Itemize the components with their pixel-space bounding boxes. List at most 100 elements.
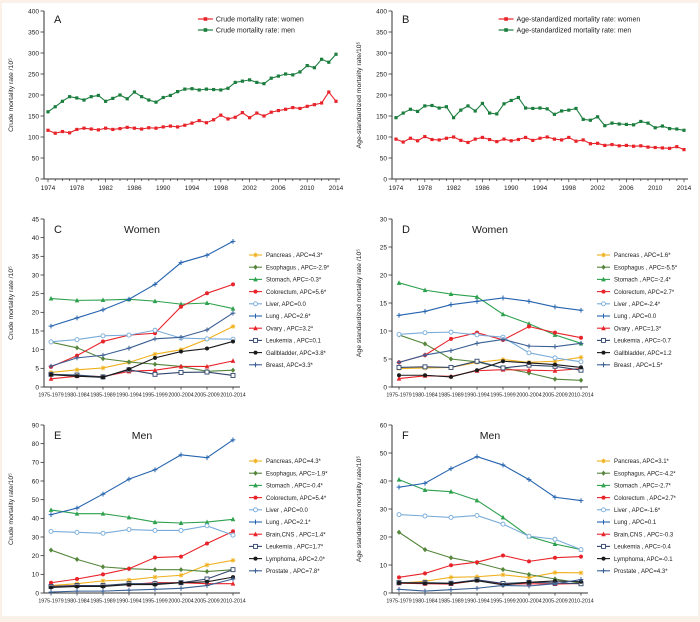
svg-text:Gallbladder, APC=3.8*: Gallbladder, APC=3.8* xyxy=(266,351,327,357)
svg-text:2006: 2006 xyxy=(271,185,286,192)
svg-text:1998: 1998 xyxy=(562,185,577,192)
svg-text:0: 0 xyxy=(35,384,39,391)
svg-text:1980-1984: 1980-1984 xyxy=(64,599,89,605)
svg-text:2005-2009: 2005-2009 xyxy=(542,393,567,399)
svg-text:350: 350 xyxy=(28,29,39,36)
svg-text:Stomach , APC=-2.4*: Stomach , APC=-2.4* xyxy=(614,278,672,284)
svg-text:1975-1979: 1975-1979 xyxy=(386,599,411,605)
svg-text:Pancreas, APC=4.3*: Pancreas, APC=4.3* xyxy=(266,459,322,465)
svg-text:1975-1979: 1975-1979 xyxy=(38,393,63,399)
svg-text:Lung , APC=0.1: Lung , APC=0.1 xyxy=(614,520,657,526)
svg-text:1982: 1982 xyxy=(446,185,461,192)
svg-text:20: 20 xyxy=(380,534,388,541)
svg-text:Colorectum, APC=5.4*: Colorectum, APC=5.4* xyxy=(266,496,327,502)
svg-text:2010: 2010 xyxy=(300,185,315,192)
svg-text:60: 60 xyxy=(380,422,388,429)
svg-text:1986: 1986 xyxy=(127,185,142,192)
svg-text:Leukemia , APC=-0.7: Leukemia , APC=-0.7 xyxy=(614,339,672,345)
svg-text:Crude mortality rate: women: Crude mortality rate: women xyxy=(216,17,304,24)
svg-text:50: 50 xyxy=(380,155,388,162)
svg-text:0: 0 xyxy=(383,590,387,597)
svg-text:1995-1999: 1995-1999 xyxy=(142,393,167,399)
svg-text:Colorectum, APC=2.7*: Colorectum, APC=2.7* xyxy=(614,290,675,296)
svg-text:250: 250 xyxy=(376,71,387,78)
svg-text:Lung , APC=2.1*: Lung , APC=2.1* xyxy=(266,520,311,526)
svg-text:Crude mortality rate: men: Crude mortality rate: men xyxy=(216,28,295,35)
svg-text:1974: 1974 xyxy=(389,185,404,192)
svg-text:Stomach, APC=-0.3*: Stomach, APC=-0.3* xyxy=(266,278,322,284)
svg-text:Pancreas, APC=3.1*: Pancreas, APC=3.1* xyxy=(614,459,670,465)
svg-text:1985-1989: 1985-1989 xyxy=(90,599,115,605)
svg-text:0: 0 xyxy=(35,590,39,597)
svg-text:100: 100 xyxy=(376,134,387,141)
svg-text:20: 20 xyxy=(32,553,40,560)
svg-text:Liver , APC=0.0: Liver , APC=0.0 xyxy=(266,508,309,514)
svg-text:Age-standardized mortality rat: Age-standardized mortality rate/10⁵ xyxy=(356,41,363,148)
svg-text:40: 40 xyxy=(32,516,40,523)
svg-text:Crude mortality rate /10⁵: Crude mortality rate /10⁵ xyxy=(8,266,15,340)
svg-text:Age-standardized mortality rat: Age-standardized mortality rate: women xyxy=(517,17,641,24)
svg-text:Colorectum , APC=2.7*: Colorectum , APC=2.7* xyxy=(614,496,677,502)
svg-text:Breast , APC=1.5*: Breast , APC=1.5* xyxy=(614,363,663,369)
svg-text:1995-1999: 1995-1999 xyxy=(490,393,515,399)
svg-text:Prostate , APC=4.3*: Prostate , APC=4.3* xyxy=(614,569,668,575)
svg-text:1980-1984: 1980-1984 xyxy=(412,599,437,605)
svg-text:2000-2004: 2000-2004 xyxy=(168,599,193,605)
chart-b-age-standardized-mortality: 0 50 100 150 200 250 300 350 400 1974 1978 1982 1986… xyxy=(356,8,692,192)
svg-text:30: 30 xyxy=(32,272,40,279)
svg-text:Lung , APC=2.6*: Lung , APC=2.6* xyxy=(266,314,311,320)
svg-text:1986: 1986 xyxy=(475,185,490,192)
svg-text:400: 400 xyxy=(376,8,387,15)
svg-text:Leukemia , APC=-0.4: Leukemia , APC=-0.4 xyxy=(614,545,672,551)
panel-b: 0 50 100 150 200 250 300 350 400 1974 1978 1982 1986… xyxy=(352,5,698,208)
chart-c-women-crude: 0 5 10 15 20 25 30 35 40 45 1975-1979 1980-1984 1985… xyxy=(8,216,330,399)
svg-text:1985-1989: 1985-1989 xyxy=(438,393,463,399)
svg-text:2000-2004: 2000-2004 xyxy=(516,393,541,399)
svg-text:Colorectum, APC=5.6*: Colorectum, APC=5.6* xyxy=(266,290,327,296)
svg-text:90: 90 xyxy=(32,422,40,429)
svg-text:Brain,CNS , APC=-0.3: Brain,CNS , APC=-0.3 xyxy=(614,532,674,538)
svg-text:1994: 1994 xyxy=(185,185,200,192)
svg-text:2005-2009: 2005-2009 xyxy=(542,599,567,605)
svg-text:A: A xyxy=(54,14,62,26)
svg-text:200: 200 xyxy=(28,92,39,99)
svg-text:Men: Men xyxy=(480,430,501,442)
svg-text:1995-1999: 1995-1999 xyxy=(142,599,167,605)
svg-text:20: 20 xyxy=(32,310,40,317)
svg-text:100: 100 xyxy=(28,134,39,141)
svg-text:2010: 2010 xyxy=(648,185,663,192)
svg-text:E: E xyxy=(54,430,61,442)
svg-text:2002: 2002 xyxy=(242,185,257,192)
svg-text:2005-2009: 2005-2009 xyxy=(194,393,219,399)
svg-text:5: 5 xyxy=(383,356,387,363)
svg-text:1980-1984: 1980-1984 xyxy=(64,393,89,399)
svg-text:0: 0 xyxy=(383,384,387,391)
svg-text:20: 20 xyxy=(380,272,388,279)
svg-text:1990-1994: 1990-1994 xyxy=(464,599,489,605)
svg-text:25: 25 xyxy=(32,291,40,298)
svg-text:2002: 2002 xyxy=(590,185,605,192)
chart-e-men-crude: 0 10 20 30 40 50 60 70 80 90 1975-1979 1980-1984 198… xyxy=(8,422,328,605)
svg-text:Lymphoma, APC=-0.1: Lymphoma, APC=-0.1 xyxy=(614,557,673,563)
svg-text:200: 200 xyxy=(376,92,387,99)
panel-a: 0 50 100 150 200 250 300 350 400 1974 1978 1982 1986… xyxy=(4,5,350,208)
svg-text:150: 150 xyxy=(376,113,387,120)
svg-text:5: 5 xyxy=(35,366,39,373)
svg-text:Men: Men xyxy=(132,430,153,442)
svg-text:Lung , APC=0.0: Lung , APC=0.0 xyxy=(614,314,657,320)
svg-text:Esophagus, APC=-4.2*: Esophagus, APC=-4.2* xyxy=(614,471,676,477)
svg-text:Lymphoma, APC=2.0*: Lymphoma, APC=2.0* xyxy=(266,557,326,563)
svg-text:Ovary , APC=1.3*: Ovary , APC=1.3* xyxy=(614,326,662,332)
chart-f-men-age-standardized: 0 10 20 30 40 50 60 1975-1979 1980-1984 1985-1989… xyxy=(356,422,677,605)
svg-text:250: 250 xyxy=(28,71,39,78)
svg-text:2010-2014: 2010-2014 xyxy=(220,599,245,605)
svg-text:30: 30 xyxy=(380,506,388,513)
svg-text:1985-1989: 1985-1989 xyxy=(438,599,463,605)
svg-text:300: 300 xyxy=(376,50,387,57)
svg-text:Esophagus , APC=-2.9*: Esophagus , APC=-2.9* xyxy=(266,265,330,271)
svg-text:Leukemia , APC=0.1: Leukemia , APC=0.1 xyxy=(266,339,322,345)
svg-text:2010-2014: 2010-2014 xyxy=(568,393,593,399)
svg-text:350: 350 xyxy=(376,29,387,36)
chart-a-crude-mortality: 0 50 100 150 200 250 300 350 400 1974 1978 1982 1986… xyxy=(8,8,344,192)
